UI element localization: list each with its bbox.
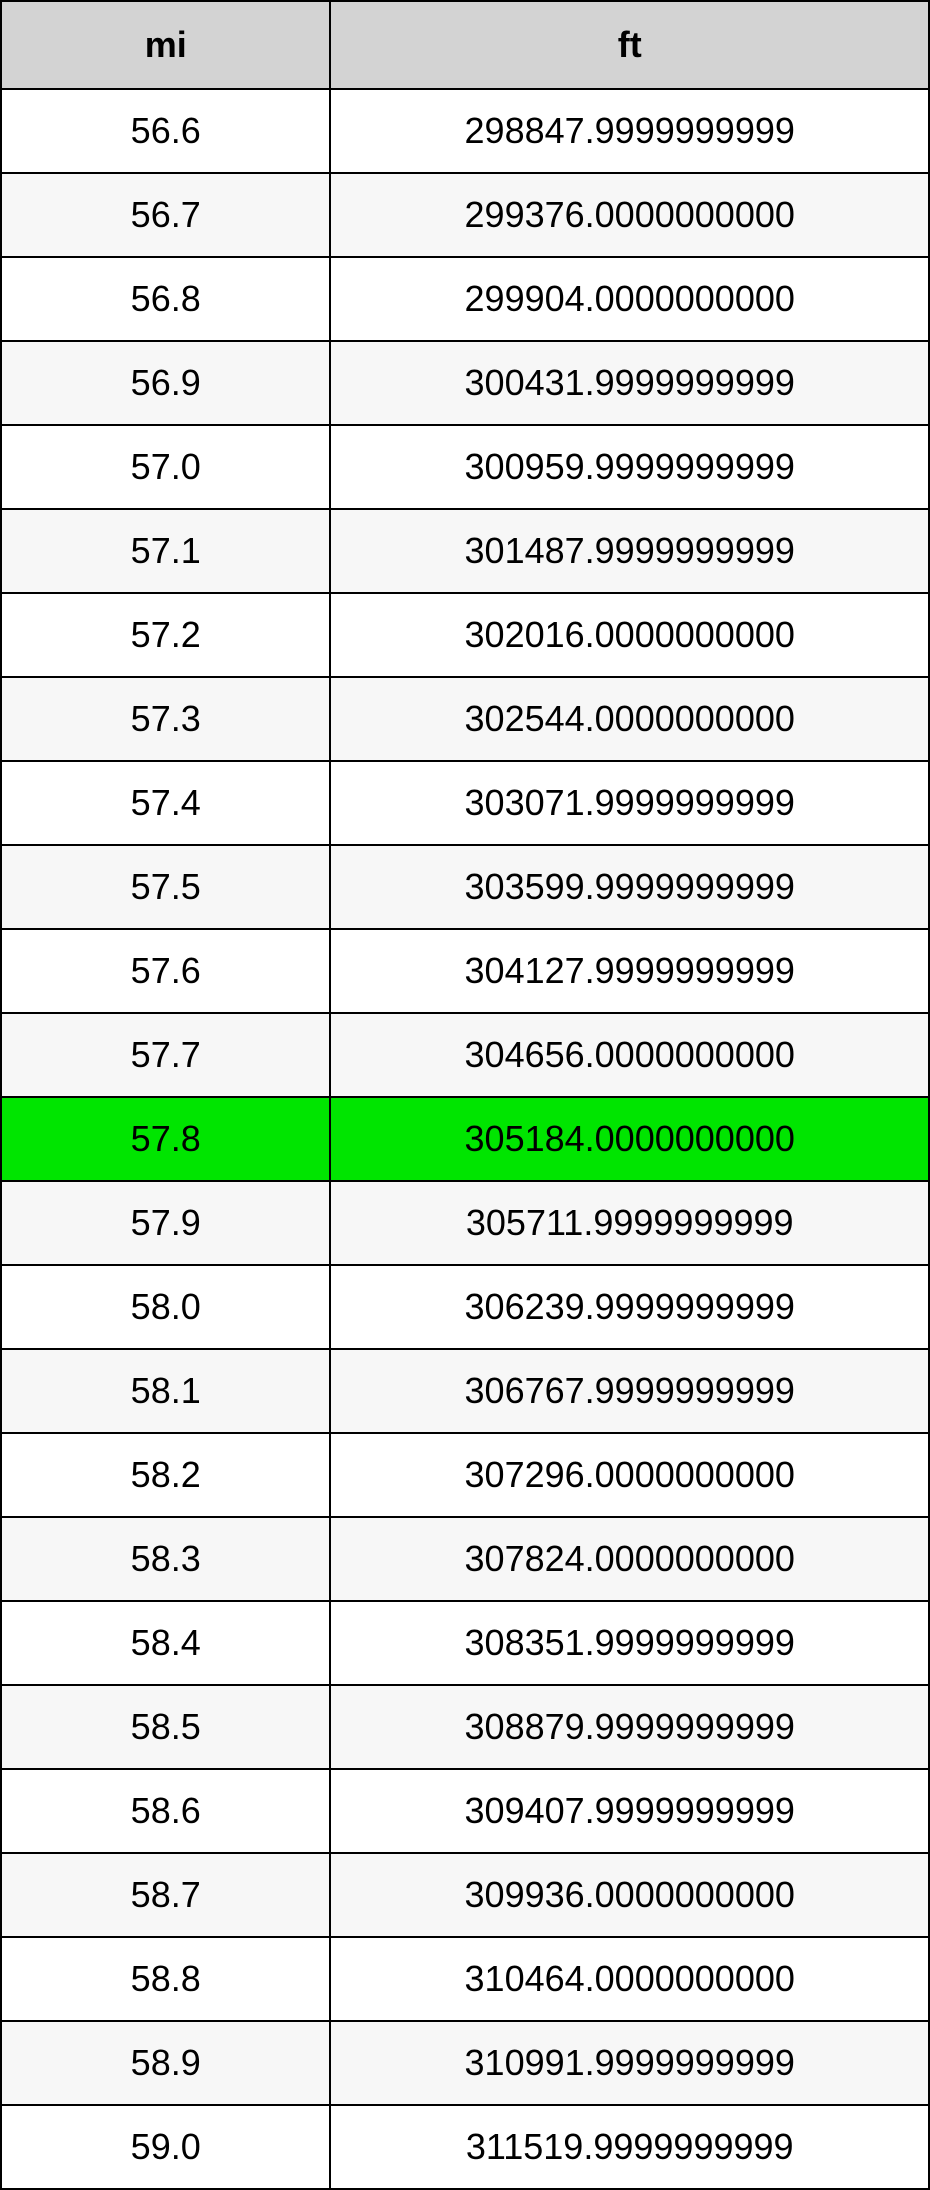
cell-mi: 57.4 (1, 761, 330, 845)
cell-mi: 58.4 (1, 1601, 330, 1685)
table-row: 59.0311519.9999999999 (1, 2105, 929, 2189)
cell-ft: 303071.9999999999 (330, 761, 929, 845)
table-row: 57.4303071.9999999999 (1, 761, 929, 845)
cell-mi: 58.3 (1, 1517, 330, 1601)
table-row: 57.8305184.0000000000 (1, 1097, 929, 1181)
table-row: 57.7304656.0000000000 (1, 1013, 929, 1097)
cell-ft: 304127.9999999999 (330, 929, 929, 1013)
cell-ft: 309936.0000000000 (330, 1853, 929, 1937)
table-row: 58.0306239.9999999999 (1, 1265, 929, 1349)
cell-ft: 304656.0000000000 (330, 1013, 929, 1097)
table-row: 56.8299904.0000000000 (1, 257, 929, 341)
cell-mi: 57.9 (1, 1181, 330, 1265)
table-row: 57.5303599.9999999999 (1, 845, 929, 929)
cell-ft: 307296.0000000000 (330, 1433, 929, 1517)
conversion-table: mi ft 56.6298847.999999999956.7299376.00… (0, 0, 930, 2190)
table-row: 58.3307824.0000000000 (1, 1517, 929, 1601)
cell-ft: 309407.9999999999 (330, 1769, 929, 1853)
cell-ft: 302016.0000000000 (330, 593, 929, 677)
table-row: 57.3302544.0000000000 (1, 677, 929, 761)
table-row: 57.2302016.0000000000 (1, 593, 929, 677)
cell-ft: 305711.9999999999 (330, 1181, 929, 1265)
table-row: 56.7299376.0000000000 (1, 173, 929, 257)
table-row: 58.1306767.9999999999 (1, 1349, 929, 1433)
cell-mi: 58.9 (1, 2021, 330, 2105)
cell-mi: 57.6 (1, 929, 330, 1013)
cell-mi: 58.5 (1, 1685, 330, 1769)
cell-mi: 57.8 (1, 1097, 330, 1181)
cell-mi: 56.6 (1, 89, 330, 173)
table-row: 56.6298847.9999999999 (1, 89, 929, 173)
table-row: 58.8310464.0000000000 (1, 1937, 929, 2021)
cell-ft: 298847.9999999999 (330, 89, 929, 173)
cell-mi: 58.1 (1, 1349, 330, 1433)
cell-ft: 300431.9999999999 (330, 341, 929, 425)
cell-mi: 57.7 (1, 1013, 330, 1097)
table-row: 58.6309407.9999999999 (1, 1769, 929, 1853)
table-header-row: mi ft (1, 1, 929, 89)
cell-ft: 300959.9999999999 (330, 425, 929, 509)
cell-mi: 57.2 (1, 593, 330, 677)
table-row: 57.0300959.9999999999 (1, 425, 929, 509)
cell-ft: 306239.9999999999 (330, 1265, 929, 1349)
cell-mi: 57.0 (1, 425, 330, 509)
cell-ft: 306767.9999999999 (330, 1349, 929, 1433)
cell-mi: 58.6 (1, 1769, 330, 1853)
cell-mi: 58.2 (1, 1433, 330, 1517)
table-row: 58.5308879.9999999999 (1, 1685, 929, 1769)
table-row: 57.6304127.9999999999 (1, 929, 929, 1013)
cell-mi: 57.1 (1, 509, 330, 593)
cell-ft: 308351.9999999999 (330, 1601, 929, 1685)
cell-ft: 302544.0000000000 (330, 677, 929, 761)
table-row: 58.9310991.9999999999 (1, 2021, 929, 2105)
cell-mi: 58.8 (1, 1937, 330, 2021)
cell-mi: 57.5 (1, 845, 330, 929)
cell-ft: 311519.9999999999 (330, 2105, 929, 2189)
cell-ft: 308879.9999999999 (330, 1685, 929, 1769)
cell-mi: 58.7 (1, 1853, 330, 1937)
cell-mi: 57.3 (1, 677, 330, 761)
cell-ft: 305184.0000000000 (330, 1097, 929, 1181)
column-header-ft: ft (330, 1, 929, 89)
table-row: 58.7309936.0000000000 (1, 1853, 929, 1937)
cell-ft: 310991.9999999999 (330, 2021, 929, 2105)
table-row: 58.2307296.0000000000 (1, 1433, 929, 1517)
cell-ft: 299376.0000000000 (330, 173, 929, 257)
cell-ft: 299904.0000000000 (330, 257, 929, 341)
column-header-mi: mi (1, 1, 330, 89)
cell-mi: 56.7 (1, 173, 330, 257)
cell-mi: 58.0 (1, 1265, 330, 1349)
table-row: 58.4308351.9999999999 (1, 1601, 929, 1685)
table-row: 56.9300431.9999999999 (1, 341, 929, 425)
cell-ft: 307824.0000000000 (330, 1517, 929, 1601)
table-row: 57.1301487.9999999999 (1, 509, 929, 593)
cell-mi: 59.0 (1, 2105, 330, 2189)
cell-ft: 301487.9999999999 (330, 509, 929, 593)
cell-ft: 303599.9999999999 (330, 845, 929, 929)
cell-ft: 310464.0000000000 (330, 1937, 929, 2021)
table-row: 57.9305711.9999999999 (1, 1181, 929, 1265)
table-body: 56.6298847.999999999956.7299376.00000000… (1, 89, 929, 2189)
cell-mi: 56.9 (1, 341, 330, 425)
cell-mi: 56.8 (1, 257, 330, 341)
